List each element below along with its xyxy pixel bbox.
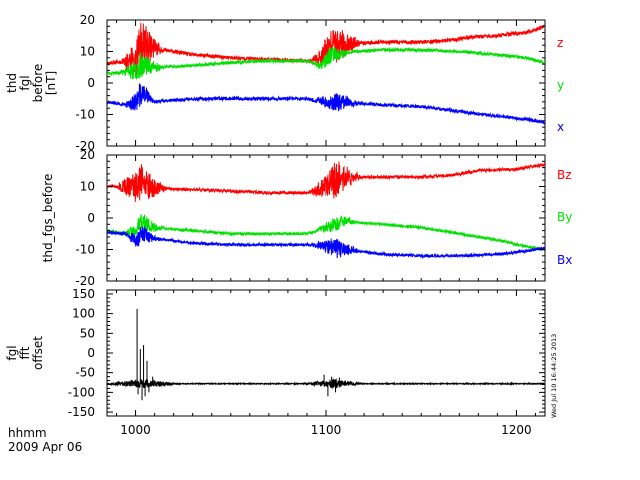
y-tick-label: 50	[80, 326, 95, 340]
y-tick-label: 100	[72, 307, 95, 321]
bottom-panel-axes: -150 -100 -50 0 50 100 150 1000 1100 1200	[68, 287, 545, 437]
x-tick-label: 1000	[120, 423, 151, 437]
generation-timestamp: Wed Jul 10 16:44:25 2013	[550, 334, 558, 418]
series-line-bx	[107, 226, 545, 260]
x-tick-label: 1100	[311, 423, 342, 437]
x-unit-label: hhmm	[8, 426, 47, 440]
y-tick-label: -10	[75, 243, 95, 257]
middle-panel-axes: -20 -10 0 10 20	[75, 148, 545, 288]
y-tick-label: 0	[87, 76, 95, 90]
y-tick-label: 10	[80, 180, 95, 194]
y-tick-label: -50	[75, 366, 95, 380]
y-tick-label: 20	[80, 13, 95, 27]
bottom-ylabel-line: fft	[18, 346, 32, 359]
top-panel-plot	[107, 23, 545, 125]
top-ylabel-line: [nT]	[44, 71, 58, 95]
top-ylabel-line: before	[31, 64, 45, 103]
legend-label-by: By	[557, 210, 572, 224]
top-ylabel-line: thd	[5, 73, 19, 93]
series-line-by	[107, 214, 545, 252]
y-tick-label: -20	[75, 139, 95, 153]
legend-label-x: x	[557, 120, 564, 134]
bottom-panel: -150 -100 -50 0 50 100 150 1000 1100 1200 fgl fft…	[5, 287, 558, 437]
middle-ylabel-line: thd_fgs_before	[41, 174, 55, 263]
legend-label-bz: Bz	[557, 168, 572, 182]
y-tick-label: -20	[75, 274, 95, 288]
y-tick-label: 0	[87, 346, 95, 360]
bottom-ylabel-line: offset	[31, 336, 45, 370]
bottom-ylabel-line: fgl	[5, 345, 19, 360]
series-line-y	[107, 46, 545, 80]
series-line-offset	[107, 378, 545, 390]
middle-panel-plot	[107, 161, 545, 260]
legend-label-bx: Bx	[557, 253, 572, 267]
date-label: 2009 Apr 06	[8, 440, 82, 454]
series-line-bz	[107, 161, 545, 202]
legend-label-z: z	[557, 36, 563, 50]
bottom-panel-plot	[107, 308, 545, 401]
y-tick-label: 10	[80, 45, 95, 59]
legend-label-y: y	[557, 78, 564, 92]
y-tick-label: 150	[72, 287, 95, 301]
y-tick-label: -150	[68, 405, 95, 419]
top-panel-axes: -20 -10 0 10 20	[75, 13, 545, 153]
y-tick-label: -100	[68, 385, 95, 399]
y-tick-label: -10	[75, 108, 95, 122]
series-line-x	[107, 83, 545, 125]
x-tick-label: 1200	[501, 423, 532, 437]
top-ylabel-line: fgl	[18, 75, 32, 90]
top-panel: -20 -10 0 10 20 thd fgl before [nT] z y x	[5, 13, 564, 153]
middle-panel: -20 -10 0 10 20 thd_fgs_before Bz By Bx	[41, 148, 572, 288]
y-tick-label: 20	[80, 148, 95, 162]
y-tick-label: 0	[87, 211, 95, 225]
